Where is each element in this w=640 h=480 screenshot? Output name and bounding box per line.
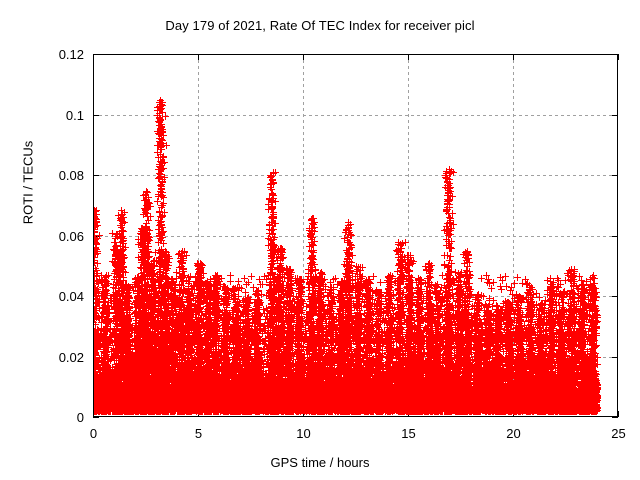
x-tick-label: 25	[611, 426, 625, 441]
y-tick-label: 0.06	[59, 229, 84, 244]
y-tick-label: 0.08	[59, 168, 84, 183]
x-tick-label: 20	[506, 426, 520, 441]
y-tick-label: 0.04	[59, 289, 84, 304]
plot-frame	[93, 54, 618, 417]
y-tick-label: 0	[77, 410, 84, 425]
data-points	[94, 97, 601, 415]
x-tick-label: 10	[296, 426, 310, 441]
x-tick-label: 15	[401, 426, 415, 441]
x-tick-label: 5	[195, 426, 202, 441]
y-tick-label: 0.12	[59, 47, 84, 62]
y-tick-label: 0.02	[59, 350, 84, 365]
y-tick-label: 0.1	[66, 108, 84, 123]
x-tick-label: 0	[90, 426, 97, 441]
x-axis-title: GPS time / hours	[270, 455, 370, 470]
chart-title: Day 179 of 2021, Rate Of TEC Index for r…	[165, 18, 475, 33]
scatter-marker-group	[94, 97, 601, 415]
axis-tick-labels: 0 0.02 0.04 0.06 0.08 0.1 0.12 0 5 10 15 20 25	[59, 47, 626, 441]
